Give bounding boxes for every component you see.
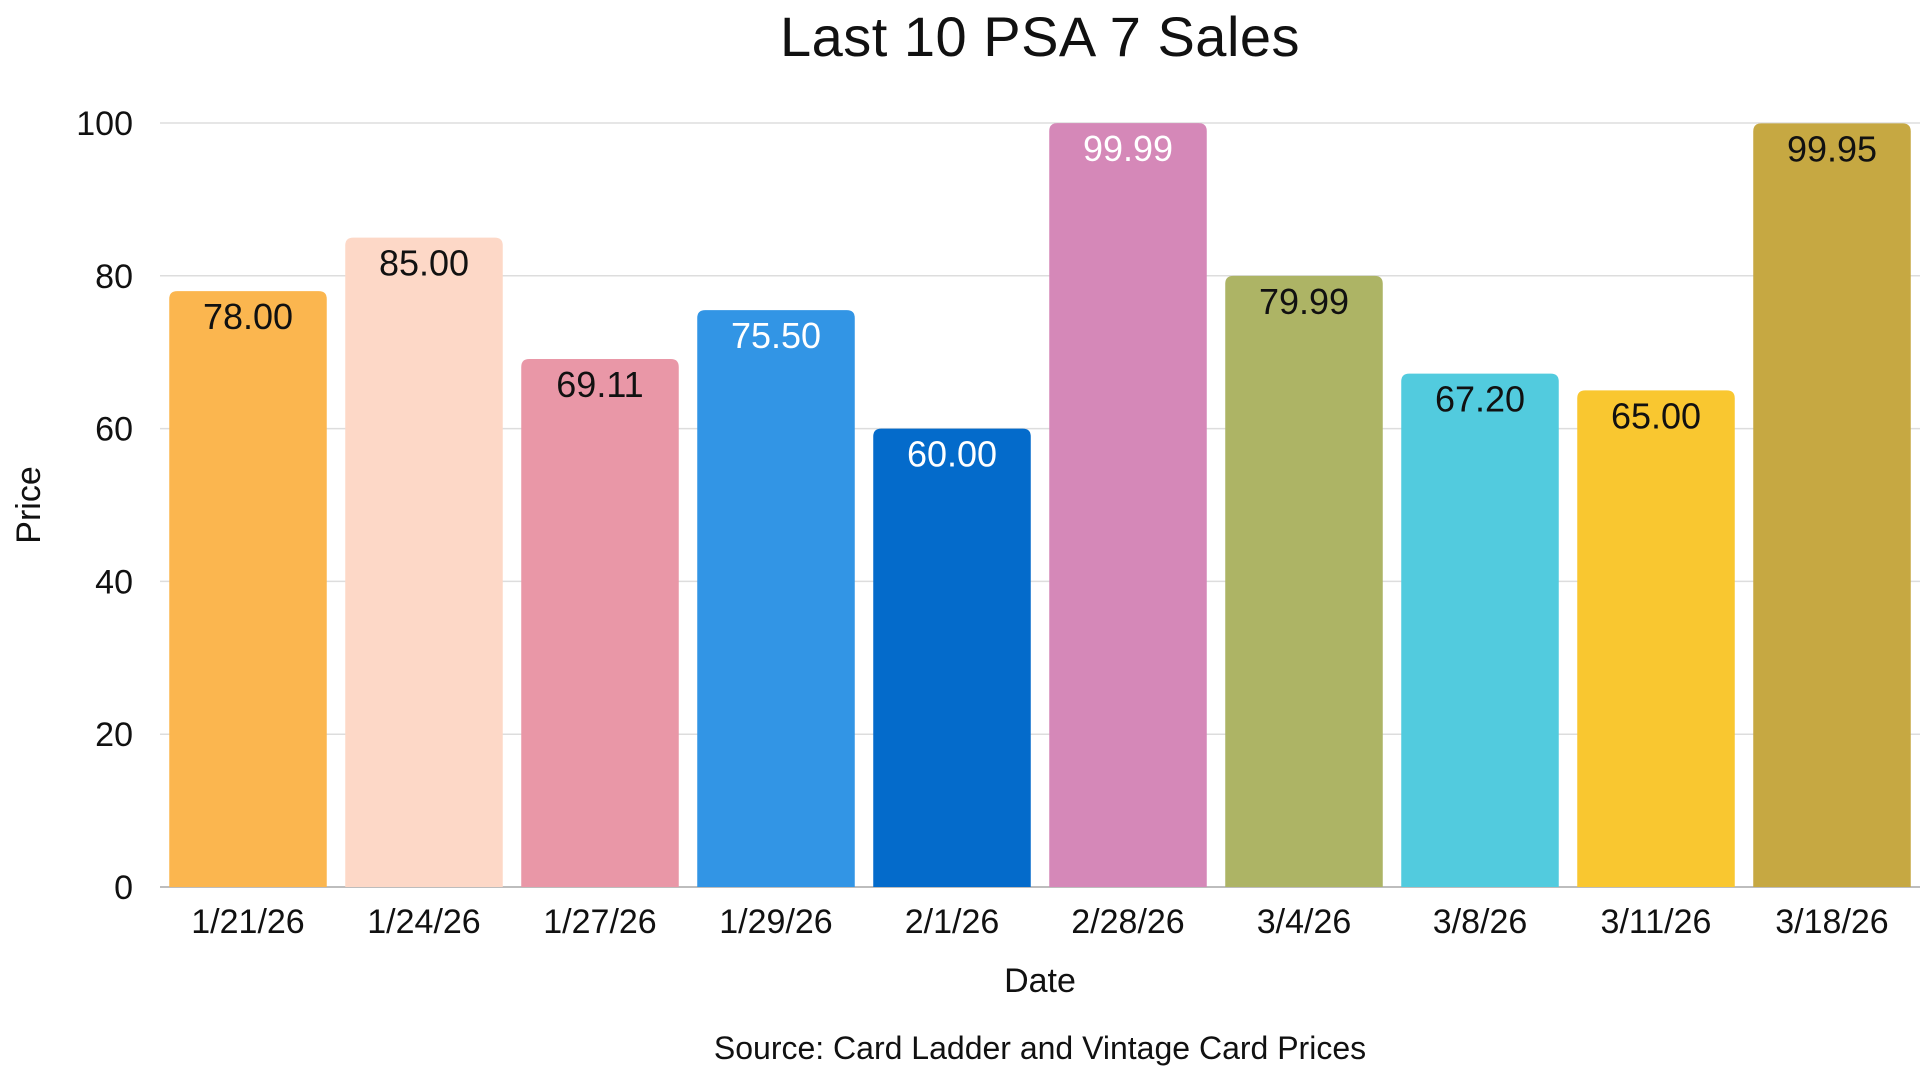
bar — [1401, 373, 1559, 887]
x-tick-label: 3/18/26 — [1775, 903, 1888, 941]
data-label: 65.00 — [1611, 395, 1701, 436]
data-label: 99.95 — [1787, 128, 1877, 169]
data-label: 78.00 — [203, 296, 293, 337]
bar — [345, 237, 503, 888]
x-tick-label: 2/1/26 — [905, 903, 1000, 941]
y-axis-label: Price — [10, 466, 48, 543]
bar — [697, 310, 855, 887]
x-tick-label: 1/29/26 — [719, 903, 832, 941]
x-tick-label: 3/4/26 — [1257, 903, 1352, 941]
data-label: 69.11 — [556, 364, 643, 405]
bar — [521, 358, 679, 887]
y-axis: 0 20 40 60 80 100 — [76, 105, 133, 907]
data-label: 75.50 — [731, 315, 821, 356]
source-note: Source: Card Ladder and Vintage Card Pri… — [713, 1030, 1367, 1066]
y-tick-label: 80 — [95, 258, 133, 296]
x-tick-label: 1/24/26 — [367, 903, 480, 941]
y-tick-label: 20 — [95, 716, 133, 754]
x-tick-label: 3/8/26 — [1433, 903, 1528, 941]
data-label: 99.99 — [1083, 128, 1173, 169]
x-tick-label: 1/27/26 — [543, 903, 656, 941]
bars: 78.00 85.00 69.11 75.50 60.00 99.99 79.99 67.20… — [169, 123, 1911, 888]
bar — [1225, 275, 1383, 887]
x-axis: 1/21/26 1/24/26 1/27/26 1/29/26 2/1/26 2/28/2… — [191, 903, 1888, 941]
x-tick-label: 3/11/26 — [1601, 903, 1712, 941]
y-tick-label: 60 — [95, 411, 133, 449]
bar — [1577, 390, 1735, 887]
x-axis-label: Date — [1004, 962, 1076, 1000]
y-tick-label: 0 — [114, 869, 133, 907]
y-tick-label: 40 — [95, 563, 133, 601]
bar — [1049, 123, 1207, 887]
x-tick-label: 2/28/26 — [1071, 903, 1184, 941]
data-label: 60.00 — [907, 434, 997, 475]
y-tick-label: 100 — [76, 105, 133, 143]
bar — [1753, 123, 1911, 887]
bar — [873, 428, 1031, 887]
data-label: 85.00 — [379, 243, 469, 284]
bar — [169, 291, 327, 888]
data-label: 79.99 — [1259, 281, 1349, 322]
chart-title: Last 10 PSA 7 Sales — [779, 5, 1301, 68]
data-label: 67.20 — [1435, 379, 1525, 420]
x-tick-label: 1/21/26 — [191, 903, 304, 941]
